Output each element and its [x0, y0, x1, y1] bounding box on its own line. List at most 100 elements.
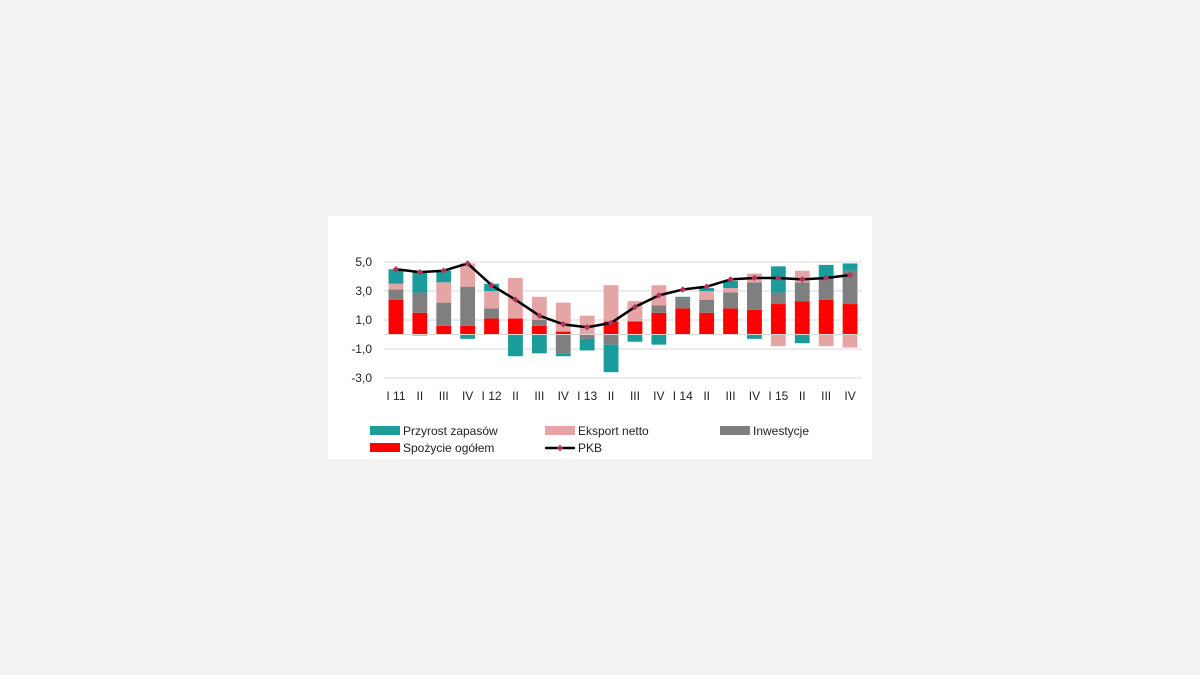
bar-spozycie-ogolem — [770, 304, 786, 335]
chart-card: 5,0 3,0 1,0 -1,0 -3,0 I 11 II III IV I 12 II III IV… — [328, 216, 872, 459]
bar-inwestycje — [603, 334, 619, 345]
bar-spozycie-ogolem — [555, 331, 571, 335]
legend-item-inwestycje: Inwestycje — [720, 424, 809, 438]
x-tick-label: IV — [462, 389, 473, 403]
point-pkb — [655, 292, 663, 299]
x-axis-tick-labels: I 11 II III IV I 12 II III IV I 13 II III IV I 14 II I… — [386, 389, 855, 403]
x-tick-label: III — [534, 389, 544, 403]
bar-przyrost-zapasow — [747, 334, 762, 339]
point-pkb — [799, 276, 806, 283]
bar-przyrost-zapasow — [555, 353, 571, 357]
x-tick-label: I 12 — [482, 389, 502, 403]
legend: Przyrost zapasów Eksport netto Inwestycje S… — [370, 424, 809, 455]
x-tick-label: I 11 — [386, 389, 405, 403]
legend-label: PKB — [578, 441, 602, 455]
bar-inwestycje — [770, 292, 786, 305]
x-tick-label: II — [703, 389, 710, 403]
legend-label: Spożycie ogółem — [403, 441, 494, 455]
pkb-line-series — [392, 260, 854, 331]
point-pkb — [440, 267, 447, 274]
bar-inwestycje — [484, 308, 499, 319]
bar-spozycie-ogolem — [627, 321, 643, 335]
legend-marker — [556, 444, 564, 452]
bar-eksport-netto — [460, 263, 476, 287]
bar-przyrost-zapasow — [651, 334, 667, 345]
y-tick-label: 3,0 — [355, 284, 372, 298]
x-tick-label: I 15 — [768, 389, 788, 403]
bar-eksport-netto — [603, 285, 619, 322]
bar-inwestycje — [747, 282, 762, 310]
point-pkb — [846, 271, 854, 279]
x-tick-label: IV — [749, 389, 760, 403]
y-tick-label: 5,0 — [355, 255, 372, 269]
x-tick-label: II — [799, 389, 806, 403]
bar-inwestycje — [794, 282, 810, 302]
bar-inwestycje — [818, 279, 834, 300]
bar-eksport-netto — [412, 334, 428, 336]
point-pkb — [464, 260, 471, 267]
bar-eksport-netto — [770, 334, 786, 347]
y-tick-label: -3,0 — [351, 371, 372, 385]
bar-inwestycje — [388, 289, 404, 300]
x-tick-label: IV — [558, 389, 569, 403]
bar-spozycie-ogolem — [651, 312, 667, 335]
bar-spozycie-ogolem — [460, 325, 476, 335]
x-tick-label: III — [630, 389, 640, 403]
bar-przyrost-zapasow — [412, 272, 428, 293]
bar-inwestycje — [723, 292, 738, 309]
bar-przyrost-zapasow — [675, 296, 691, 299]
bar-eksport-netto — [436, 282, 452, 303]
point-pkb — [822, 274, 830, 282]
bar-przyrost-zapasow — [388, 269, 404, 284]
legend-swatch — [370, 426, 400, 435]
x-tick-label: II — [417, 389, 424, 403]
bar-spozycie-ogolem — [436, 325, 452, 335]
bar-spozycie-ogolem — [842, 304, 858, 335]
bar-przyrost-zapasow — [842, 263, 858, 271]
bar-inwestycje — [436, 302, 452, 326]
gdp-components-chart: 5,03,01,0-1,0-3,0 I 11 II III IV I 12 II III IV… — [351, 255, 862, 455]
bar-przyrost-zapasow — [818, 264, 834, 280]
bar-spozycie-ogolem — [484, 318, 499, 335]
bar-przyrost-zapasow — [627, 334, 643, 342]
bar-spozycie-ogolem — [531, 325, 547, 335]
y-tick-label: -1,0 — [351, 342, 372, 356]
bars — [388, 263, 858, 373]
bar-przyrost-zapasow — [436, 270, 452, 283]
x-tick-label: IV — [653, 389, 664, 403]
x-tick-label: III — [726, 389, 736, 403]
bar-przyrost-zapasow — [508, 334, 523, 357]
bar-eksport-netto — [484, 291, 499, 309]
x-tick-label: IV — [844, 389, 855, 403]
bar-eksport-netto — [699, 291, 715, 300]
bar-spozycie-ogolem — [412, 312, 428, 335]
bar-spozycie-ogolem — [818, 299, 834, 335]
bar-inwestycje — [842, 270, 858, 305]
y-tick-label: 1,0 — [355, 313, 372, 327]
point-pkb — [392, 266, 400, 273]
bar-przyrost-zapasow — [579, 338, 595, 351]
x-tick-label: III — [821, 389, 831, 403]
x-tick-label: II — [608, 389, 615, 403]
legend-item-przyrost-zapasow: Przyrost zapasów — [370, 424, 498, 438]
bar-inwestycje — [531, 320, 547, 326]
legend-label: Przyrost zapasów — [403, 424, 498, 438]
legend-swatch — [720, 426, 750, 435]
bar-eksport-netto — [723, 288, 738, 293]
bar-spozycie-ogolem — [675, 308, 691, 335]
bar-inwestycje — [675, 298, 691, 309]
legend-swatch — [370, 443, 400, 452]
line-pkb — [395, 262, 851, 329]
bar-spozycie-ogolem — [388, 299, 404, 335]
point-pkb — [583, 324, 591, 331]
point-pkb — [416, 268, 424, 276]
legend-swatch — [545, 426, 575, 435]
point-pkb — [703, 283, 710, 290]
bar-eksport-netto — [842, 334, 858, 348]
bar-przyrost-zapasow — [460, 334, 476, 339]
x-tick-label: I 14 — [673, 389, 693, 403]
bar-spozycie-ogolem — [747, 309, 762, 335]
bar-eksport-netto — [818, 334, 834, 347]
bar-spozycie-ogolem — [794, 301, 810, 335]
bar-przyrost-zapasow — [794, 334, 810, 344]
